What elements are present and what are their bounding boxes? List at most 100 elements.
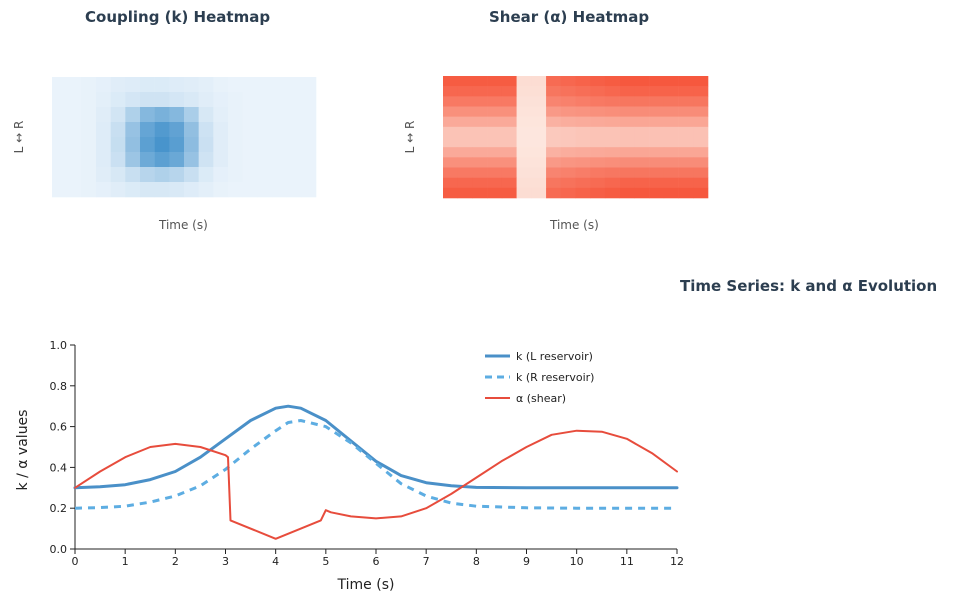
heatmap-cell bbox=[649, 147, 665, 158]
x-tick-label: 11 bbox=[620, 555, 634, 568]
heatmap-cell bbox=[125, 167, 141, 183]
heatmap-cell bbox=[52, 152, 67, 168]
heatmap-cell bbox=[443, 126, 459, 138]
heatmap-cell bbox=[154, 182, 170, 198]
heatmap-cell bbox=[66, 107, 82, 123]
heatmap-cell bbox=[110, 107, 126, 123]
heatmap-cell bbox=[184, 167, 199, 183]
heatmap-cell bbox=[198, 92, 214, 108]
heatmap-cell bbox=[516, 187, 532, 199]
heatmap-cell bbox=[272, 152, 287, 168]
heatmap-cell bbox=[96, 77, 111, 93]
heatmap-cell bbox=[257, 152, 273, 168]
heatmap-cell bbox=[649, 137, 665, 148]
heatmap-cell bbox=[301, 122, 317, 138]
heatmap-cell bbox=[125, 182, 141, 198]
heatmap-cell bbox=[575, 137, 591, 148]
heatmap-cell bbox=[575, 126, 591, 138]
heatmap-cell bbox=[257, 77, 273, 93]
series-k-left-line bbox=[73, 404, 679, 490]
heatmap-cell bbox=[81, 167, 97, 183]
heatmap-cell bbox=[443, 177, 459, 189]
heatmap-cell bbox=[110, 122, 126, 138]
heatmap-cell bbox=[169, 77, 185, 93]
heatmap-cell bbox=[66, 182, 82, 198]
heatmap-cell bbox=[110, 152, 126, 168]
heatmap-cell bbox=[257, 92, 273, 108]
x-tick-label: 8 bbox=[473, 555, 480, 568]
heatmap-cell bbox=[575, 96, 591, 107]
x-tick-label: 5 bbox=[322, 555, 329, 568]
heatmap-cell bbox=[604, 167, 620, 178]
heatmap-cell bbox=[66, 122, 82, 138]
heatmap-cell bbox=[560, 147, 576, 158]
heatmap-cell bbox=[501, 96, 517, 107]
heatmap-cell bbox=[501, 157, 517, 168]
heatmap-cell bbox=[169, 137, 185, 153]
heatmap-cell bbox=[516, 116, 532, 128]
heatmap-cell bbox=[531, 116, 547, 128]
heatmap-cell bbox=[560, 126, 576, 138]
heatmap-cell bbox=[242, 92, 258, 108]
heatmap-cell bbox=[516, 137, 532, 148]
heatmap-cell bbox=[198, 77, 214, 93]
heatmap-cell bbox=[663, 157, 679, 168]
heatmap-cell bbox=[184, 137, 199, 153]
heatmap-cell bbox=[501, 106, 517, 117]
heatmap-cell bbox=[154, 152, 170, 168]
shear-heatmap-ylabel: L ↔ R bbox=[403, 120, 417, 154]
heatmap-cell bbox=[184, 77, 199, 93]
heatmap-cell bbox=[678, 86, 694, 97]
heatmap-cell bbox=[154, 77, 170, 93]
x-tick-label: 4 bbox=[272, 555, 279, 568]
series-alpha-shear-line bbox=[74, 429, 678, 540]
heatmap-cell bbox=[575, 106, 591, 117]
y-axis-label: k / α values bbox=[15, 410, 31, 491]
heatmap-cell bbox=[301, 182, 317, 198]
heatmap-cell bbox=[619, 147, 635, 158]
heatmap-cell bbox=[560, 157, 576, 168]
heatmap-cell bbox=[546, 116, 562, 128]
heatmap-cell bbox=[242, 77, 258, 93]
x-tick-label: 2 bbox=[172, 555, 179, 568]
heatmap-cell bbox=[560, 177, 576, 189]
heatmap-cell bbox=[487, 126, 503, 138]
heatmap-cell bbox=[693, 96, 709, 107]
heatmap-cell bbox=[487, 86, 503, 97]
heatmap-cell bbox=[663, 106, 679, 117]
y-tick-label: 0.6 bbox=[50, 421, 68, 434]
heatmap-cell bbox=[546, 177, 562, 189]
heatmap-cell bbox=[66, 152, 82, 168]
heatmap-cell bbox=[634, 116, 650, 128]
heatmap-cell bbox=[457, 96, 473, 107]
heatmap-cell bbox=[443, 147, 459, 158]
heatmap-cell bbox=[228, 92, 243, 108]
heatmap-cell bbox=[604, 116, 620, 128]
heatmap-cell bbox=[575, 116, 591, 128]
heatmap-cell bbox=[649, 96, 665, 107]
heatmap-cell bbox=[457, 106, 473, 117]
heatmap-cell bbox=[649, 187, 665, 199]
heatmap-cell bbox=[52, 92, 67, 108]
heatmap-cell bbox=[649, 76, 665, 87]
heatmap-cell bbox=[242, 182, 258, 198]
heatmap-cell bbox=[96, 152, 111, 168]
heatmap-cell bbox=[140, 122, 155, 138]
heatmap-cell bbox=[96, 92, 111, 108]
heatmap-cell bbox=[81, 137, 97, 153]
legend-label: α (shear) bbox=[516, 392, 566, 405]
heatmap-cell bbox=[619, 167, 635, 178]
heatmap-cell bbox=[169, 122, 185, 138]
y-tick-label: 0.0 bbox=[50, 543, 68, 556]
shear-heatmap-xlabel: Time (s) bbox=[550, 218, 599, 232]
heatmap-cell bbox=[66, 137, 82, 153]
heatmap-cell bbox=[575, 187, 591, 199]
heatmap-cell bbox=[678, 137, 694, 148]
y-tick-label: 0.4 bbox=[50, 461, 68, 474]
heatmap-cell bbox=[575, 167, 591, 178]
heatmap-cell bbox=[516, 147, 532, 158]
heatmap-cell bbox=[649, 86, 665, 97]
heatmap-cell bbox=[619, 106, 635, 117]
heatmap-cell bbox=[443, 187, 459, 199]
heatmap-cell bbox=[604, 126, 620, 138]
